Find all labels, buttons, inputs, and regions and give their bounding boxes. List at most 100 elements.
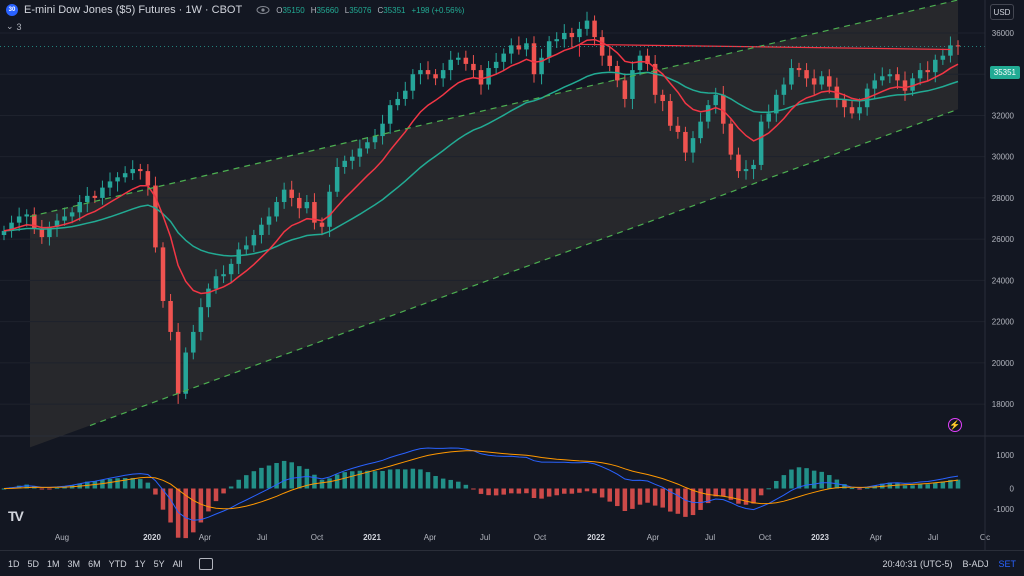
- range-ytd[interactable]: YTD: [108, 558, 127, 569]
- macd-histogram-bar: [531, 488, 537, 499]
- eye-icon[interactable]: [256, 5, 270, 15]
- candle-body: [334, 166, 340, 192]
- candle-body: [728, 123, 734, 155]
- time-axis-label: Oct: [534, 533, 547, 542]
- candle-body: [955, 45, 961, 47]
- macd-histogram-bar: [24, 484, 29, 489]
- macd-histogram-bar: [955, 479, 961, 489]
- macd-histogram-bar: [456, 481, 461, 489]
- symbol-title[interactable]: E-mini Dow Jones ($5) Futures · 1W · CBO…: [24, 4, 243, 16]
- macd-histogram-bar: [274, 463, 279, 489]
- macd-histogram-bar: [350, 471, 355, 489]
- candle-body: [721, 94, 726, 124]
- macd-histogram-bar: [122, 477, 128, 489]
- macd-histogram-bar: [827, 475, 832, 489]
- range-6m[interactable]: 6M: [88, 558, 101, 569]
- tradingview-logo[interactable]: TV: [8, 508, 24, 524]
- macd-histogram-bar: [372, 471, 378, 489]
- macd-histogram-bar: [524, 488, 529, 494]
- candle-body: [16, 216, 22, 223]
- price-axis-label: 36000: [992, 29, 1015, 38]
- macd-histogram-bar: [221, 488, 226, 494]
- macd-histogram-bar: [433, 476, 438, 489]
- time-axis-label: Apr: [199, 533, 212, 542]
- candle-body: [796, 68, 802, 71]
- currency-button[interactable]: USD: [990, 4, 1014, 20]
- adjustment-toggle[interactable]: B-ADJ: [962, 558, 989, 569]
- macd-histogram-bar: [319, 479, 325, 489]
- price-axis-label: 24000: [992, 276, 1015, 285]
- macd-histogram-bar: [138, 479, 143, 489]
- range-1y[interactable]: 1Y: [134, 558, 146, 569]
- candle-body: [100, 187, 105, 198]
- macd-histogram-bar: [342, 472, 347, 489]
- range-all[interactable]: All: [172, 558, 183, 569]
- clock-time[interactable]: 20:40:31 (UTC-5): [882, 558, 953, 569]
- macd-histogram-bar: [554, 488, 559, 496]
- ohlc-high: H35660: [310, 5, 339, 15]
- candle-body: [319, 222, 325, 227]
- ohlc-values: O35150 H35660 L35076 C35351 +198 (+0.56%…: [276, 6, 464, 15]
- candle-body: [758, 121, 764, 165]
- candle-body: [917, 70, 923, 79]
- macd-histogram-bar: [448, 479, 453, 489]
- candle-body: [751, 164, 756, 170]
- macd-histogram-bar: [425, 472, 431, 489]
- macd-axis-label: 0: [1010, 485, 1015, 494]
- macd-histogram-bar: [660, 488, 665, 508]
- range-1m[interactable]: 1M: [47, 558, 60, 569]
- candle-body: [705, 105, 711, 122]
- macd-signal-line: [3, 450, 959, 510]
- macd-histogram-bar: [380, 470, 385, 489]
- range-5y[interactable]: 5Y: [153, 558, 165, 569]
- calendar-icon[interactable]: [198, 557, 213, 570]
- candle-body: [221, 274, 226, 277]
- ema-fast-line: [3, 38, 959, 295]
- macd-histogram-bar: [191, 488, 196, 533]
- range-3m[interactable]: 3M: [67, 558, 81, 569]
- candle-body: [138, 169, 143, 172]
- candle-body: [115, 177, 120, 182]
- candle-body: [630, 70, 635, 99]
- macd-histogram-bar: [289, 462, 294, 489]
- macd-histogram-bar: [418, 469, 423, 489]
- chevron-down-icon: ⌄: [6, 21, 14, 31]
- candle-body: [85, 195, 90, 203]
- macd-histogram-bar: [630, 488, 635, 509]
- macd-histogram-bar: [736, 488, 741, 504]
- candle-body: [668, 101, 673, 126]
- macd-histogram-bar: [539, 488, 544, 499]
- candle-body: [107, 181, 113, 188]
- candle-body: [47, 226, 52, 238]
- macd-histogram-bar: [925, 484, 930, 489]
- macd-histogram-bar: [599, 488, 605, 498]
- time-axis-label: Apr: [424, 533, 437, 542]
- indicators-toggle[interactable]: ⌄ 3: [6, 21, 22, 32]
- candle-body: [509, 45, 514, 54]
- macd-histogram-bar: [796, 467, 802, 489]
- candle-body: [546, 41, 552, 58]
- macd-histogram-bar: [917, 484, 923, 489]
- candle-body: [872, 80, 877, 89]
- candle-body: [713, 94, 718, 106]
- macd-histogram-bar: [501, 488, 506, 495]
- macd-histogram-bar: [183, 488, 188, 539]
- lightning-icon[interactable]: ⚡: [948, 418, 962, 432]
- macd-histogram-bar: [440, 478, 446, 489]
- range-1d[interactable]: 1D: [8, 558, 20, 569]
- candle-body: [365, 142, 370, 149]
- macd-histogram-bar: [175, 488, 181, 538]
- macd-histogram-bar: [948, 479, 953, 489]
- macd-histogram-bar: [781, 475, 787, 489]
- candle-body: [592, 20, 597, 38]
- last-price-tag: 35351: [989, 66, 1020, 79]
- candle-body: [948, 45, 953, 56]
- macd-histogram-bar: [705, 488, 711, 504]
- candle-body: [410, 74, 416, 91]
- settlement-toggle[interactable]: SET: [998, 558, 1016, 569]
- ohlc-open: O35150: [276, 5, 305, 15]
- candle-body: [690, 138, 696, 153]
- range-5d[interactable]: 5D: [27, 558, 40, 569]
